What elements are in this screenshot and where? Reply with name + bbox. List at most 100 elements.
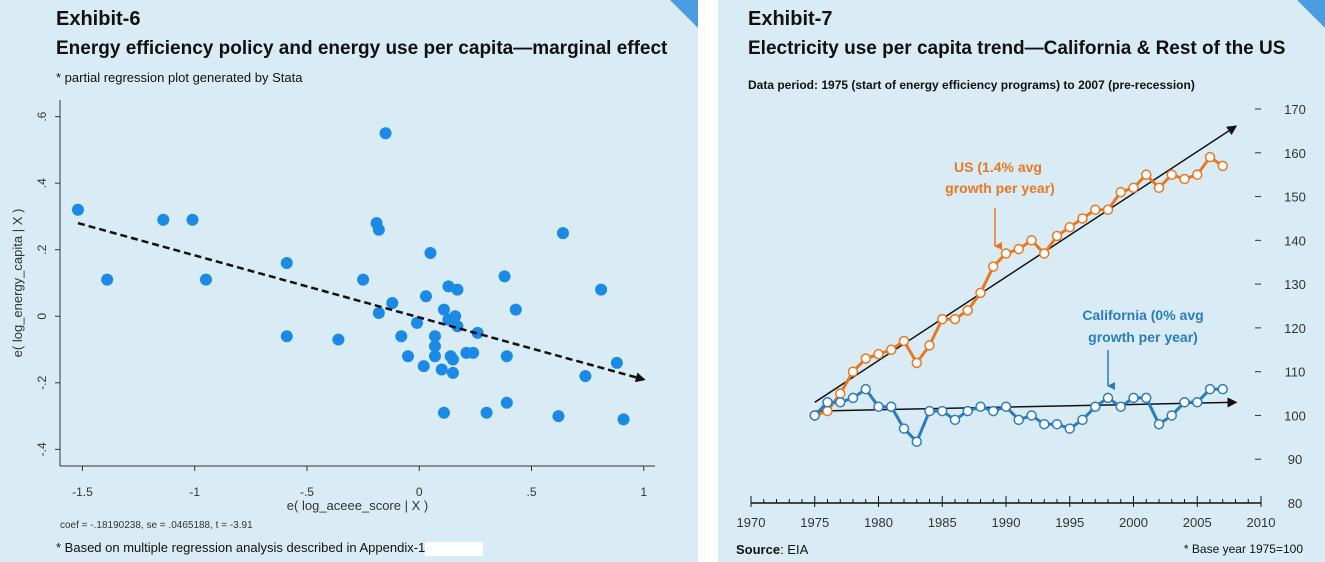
y-tick-label: .4: [35, 178, 49, 188]
us-trend-line: [814, 125, 1238, 403]
data-point: [428, 340, 441, 353]
california-data-point: [1051, 418, 1063, 430]
y-tick-label: .2: [35, 244, 49, 254]
x-tick-label: 1: [640, 485, 647, 499]
data-point: [428, 350, 441, 363]
us-data-point: [1115, 186, 1126, 198]
x-tick-label: 1970: [737, 515, 766, 530]
us-data-point: [1192, 169, 1203, 180]
y-tick-label: 170: [1284, 102, 1306, 117]
x-tick-label: -1: [189, 485, 200, 499]
y-tick-label: 90: [1288, 452, 1302, 467]
data-point: [556, 227, 569, 240]
california-data-point: [1204, 383, 1216, 395]
us-data-point: [1102, 204, 1114, 215]
exhibit-6-panel: Exhibit-6 Energy efficiency policy and e…: [0, 0, 698, 562]
california-data-point: [847, 392, 859, 404]
x-axis-label: e( log_aceee_score | X ): [287, 498, 428, 513]
y-tick-label: 100: [1284, 408, 1306, 423]
data-point: [451, 283, 464, 296]
y-tick-label: 130: [1284, 277, 1306, 292]
california-data-point: [1090, 401, 1101, 412]
us-data-point: [1077, 213, 1088, 224]
us-data-point: [835, 388, 846, 399]
x-tick-label: -.5: [300, 485, 314, 499]
x-tick-label: 1985: [928, 515, 957, 530]
corner-fold-icon: [670, 0, 698, 28]
data-point: [467, 346, 480, 359]
data-point: [280, 330, 293, 343]
x-tick-label: 2000: [1119, 515, 1148, 530]
data-point: [372, 306, 385, 319]
us-data-point: [1166, 169, 1177, 180]
x-tick-label: 2010: [1247, 515, 1276, 530]
corner-fold-icon: [1297, 0, 1325, 28]
us-data-point: [1128, 182, 1139, 194]
y-tick-label: -.2: [35, 375, 49, 389]
exhibit-7-subtitle: Data period: 1975 (start of energy effic…: [748, 78, 1195, 92]
us-data-point: [949, 313, 961, 325]
california-data-point: [911, 436, 922, 447]
y-tick-label: 150: [1284, 190, 1306, 205]
us-data-point: [1090, 204, 1101, 215]
data-point: [480, 406, 493, 419]
us-data-point: [898, 335, 910, 347]
data-point: [500, 396, 513, 409]
data-point: [101, 273, 114, 286]
us-data-point: [847, 366, 859, 377]
data-point: [595, 283, 608, 296]
exhibit-6-label: Exhibit-6: [56, 8, 141, 30]
california-data-point: [1102, 392, 1114, 404]
california-data-point: [860, 383, 871, 395]
data-point: [500, 350, 513, 363]
us-data-point: [1179, 173, 1190, 185]
x-tick-label: 1990: [992, 515, 1021, 530]
source-value: : EIA: [780, 542, 809, 557]
data-point: [446, 366, 459, 379]
base-year-note: * Base year 1975=100: [1183, 542, 1303, 556]
california-data-point: [835, 397, 846, 408]
us-data-point: [911, 357, 922, 369]
data-point: [411, 316, 423, 329]
x-tick-label: 1980: [864, 515, 893, 530]
us-data-point: [1141, 169, 1152, 180]
us-data-point: [1026, 235, 1037, 246]
california-data-point: [1217, 383, 1228, 395]
data-point: [449, 310, 462, 323]
data-point: [357, 273, 370, 286]
data-point: [498, 270, 511, 283]
exhibit-7-panel: Exhibit-7 Electricity use per capita tre…: [718, 0, 1325, 562]
y-tick-label: 120: [1284, 321, 1306, 336]
california-data-point: [1128, 392, 1139, 404]
us-data-point: [1051, 230, 1063, 242]
y-tick-label: 110: [1285, 365, 1306, 380]
data-point: [446, 353, 459, 366]
california-data-point: [988, 405, 999, 417]
us-data-point: [822, 405, 833, 417]
california-data-point: [873, 401, 884, 412]
california-data-point: [949, 414, 961, 426]
california-data-point: [1141, 392, 1152, 404]
data-point: [186, 213, 199, 226]
data-point: [424, 247, 437, 260]
regression-note: coef = -.18190238, se = .0465188, t = -3…: [60, 520, 253, 531]
x-tick-label: -1.5: [72, 485, 93, 499]
california-data-point: [1039, 418, 1050, 430]
data-point: [379, 127, 392, 140]
california-data-point: [1026, 410, 1037, 421]
y-axis-label: e( log_energy_capita | X ): [10, 209, 25, 358]
us-data-point: [1039, 248, 1050, 259]
us-label-line2: growth per year): [945, 180, 1055, 196]
us-data-point: [962, 305, 973, 316]
y-tick-label: 0: [35, 313, 49, 320]
california-trend-line: [814, 397, 1238, 412]
data-point: [579, 370, 592, 383]
source-label: Source: [736, 542, 781, 557]
data-point: [509, 303, 522, 316]
california-data-point: [1077, 414, 1088, 426]
california-data-point: [1153, 418, 1165, 430]
footnote-text: * Based on multiple regression analysis …: [56, 540, 426, 555]
california-data-point: [1000, 401, 1012, 412]
data-point: [617, 413, 630, 426]
y-tick-label: -.4: [35, 442, 49, 456]
